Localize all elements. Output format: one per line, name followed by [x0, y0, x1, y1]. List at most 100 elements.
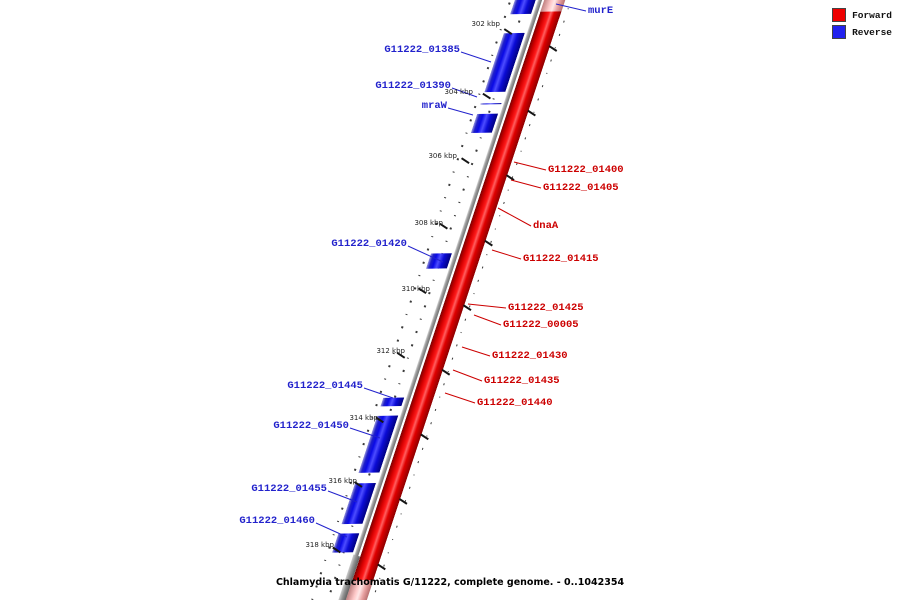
gene-label-G11222_01455[interactable]: G11222_01455	[251, 483, 327, 495]
gene-label-G11222_01445[interactable]: G11222_01445	[287, 380, 363, 392]
gene-label-G11222_00005[interactable]: G11222_00005	[503, 319, 579, 331]
minor-tick-right	[528, 124, 531, 127]
gene-label-G11222_01405[interactable]: G11222_01405	[543, 182, 619, 194]
minor-tick-right	[515, 163, 518, 166]
gene-label-G11222_01460[interactable]: G11222_01460	[239, 515, 315, 527]
minor-tick-inner-left	[518, 20, 521, 23]
gene-block-G11222_01390[interactable]	[480, 97, 502, 111]
gene-label-mraW[interactable]: mraW	[421, 100, 447, 112]
gene-label-G11222_01440[interactable]: G11222_01440	[477, 397, 553, 409]
minor-tick-right	[438, 396, 441, 399]
minor-tick-outer-left	[401, 326, 404, 329]
minor-tick-right	[417, 460, 420, 463]
minor-tick-outer-left	[366, 429, 369, 432]
minor-tick-outer-left	[473, 106, 476, 109]
minor-tick-right	[455, 344, 458, 347]
minor-tick-outer-left	[431, 235, 434, 238]
minor-tick-inner-left	[411, 343, 414, 346]
leader-line-G11222_01415	[491, 249, 522, 260]
scale-label-318-kbp: 318 kbp	[305, 541, 334, 549]
minor-tick-inner-left	[368, 473, 371, 476]
minor-tick-inner-left	[458, 201, 461, 204]
leader-line-G11222_00005	[473, 314, 502, 326]
minor-tick-outer-left	[508, 2, 511, 5]
minor-tick-right	[387, 551, 390, 554]
scale-label-314-kbp: 314 kbp	[349, 414, 378, 422]
forward-strand-label: Forward	[852, 9, 892, 21]
minor-tick-outer-left	[469, 119, 472, 122]
minor-tick-inner-left	[393, 395, 396, 398]
minor-tick-right	[537, 98, 540, 101]
gene-label-G11222_01425[interactable]: G11222_01425	[508, 302, 584, 314]
minor-tick-right	[399, 512, 402, 515]
gene-label-dnaA[interactable]: dnaA	[533, 220, 559, 232]
minor-tick-outer-left	[456, 157, 459, 160]
minor-tick-right	[498, 214, 501, 217]
gene-block-G11222_01445[interactable]	[380, 391, 404, 412]
minor-tick-right	[442, 383, 445, 386]
minor-tick-outer-left	[465, 132, 468, 135]
minor-tick-outer-left	[418, 274, 421, 277]
minor-tick-right	[421, 447, 424, 450]
minor-tick-right	[408, 486, 411, 489]
minor-tick-outer-left	[379, 391, 382, 394]
reverse-strand-swatch	[832, 25, 847, 39]
minor-tick-outer-left	[353, 468, 356, 471]
minor-tick-outer-left	[396, 339, 399, 342]
scale-label-306-kbp: 306 kbp	[428, 152, 457, 160]
minor-tick-inner-left	[406, 356, 409, 359]
gene-label-G11222_01450[interactable]: G11222_01450	[273, 420, 349, 432]
minor-tick-right	[494, 227, 497, 230]
leader-line-G11222_01445	[363, 387, 394, 399]
major-tick-left	[481, 92, 491, 100]
minor-tick-outer-left	[486, 67, 489, 70]
minor-tick-outer-left	[443, 196, 446, 199]
gene-label-G11222_01435[interactable]: G11222_01435	[484, 375, 560, 387]
minor-tick-right	[524, 137, 527, 140]
reverse-strand-label: Reverse	[852, 26, 892, 38]
forward-strand-swatch	[832, 8, 847, 22]
strand-legend: Forward Reverse	[832, 8, 892, 42]
minor-tick-outer-left	[383, 378, 386, 381]
minor-tick-outer-left	[461, 144, 464, 148]
minor-tick-right	[412, 473, 415, 476]
leader-line-G11222_01385	[460, 51, 492, 63]
leader-line-G11222_01435	[452, 369, 483, 382]
gene-label-G11222_01390[interactable]: G11222_01390	[375, 80, 451, 92]
minor-tick-inner-left	[398, 382, 401, 385]
minor-tick-outer-left	[422, 261, 425, 264]
minor-tick-inner-left	[338, 564, 341, 567]
minor-tick-inner-left	[470, 162, 473, 165]
minor-tick-inner-left	[389, 408, 392, 411]
scale-label-302-kbp: 302 kbp	[471, 20, 500, 28]
gene-label-G11222_01415[interactable]: G11222_01415	[523, 253, 599, 265]
minor-tick-outer-left	[319, 572, 322, 575]
minor-tick-outer-left	[323, 559, 326, 562]
scale-label-312-kbp: 312 kbp	[376, 347, 405, 355]
minor-tick-right	[481, 266, 484, 269]
minor-tick-right	[485, 253, 488, 256]
scale-label-316-kbp: 316 kbp	[328, 477, 357, 485]
minor-tick-right	[464, 318, 467, 321]
minor-tick-right	[541, 85, 544, 88]
gene-label-G11222_01420[interactable]: G11222_01420	[331, 238, 407, 250]
leader-line-G11222_01440	[444, 392, 476, 404]
scale-label-310-kbp: 310 kbp	[401, 285, 430, 293]
gene-label-G11222_01400[interactable]: G11222_01400	[548, 164, 624, 176]
minor-tick-outer-left	[409, 300, 412, 303]
gene-label-G11222_01385[interactable]: G11222_01385	[384, 44, 460, 56]
minor-tick-right	[459, 331, 462, 334]
gene-label-murE[interactable]: murE	[588, 5, 614, 17]
leader-line-G11222_01425	[467, 303, 507, 309]
minor-tick-outer-left	[439, 209, 442, 212]
leader-line-dnaA	[497, 207, 532, 227]
minor-tick-inner-left	[419, 318, 422, 321]
gene-label-G11222_01430[interactable]: G11222_01430	[492, 350, 568, 362]
minor-tick-outer-left	[375, 403, 378, 407]
minor-tick-right	[502, 201, 505, 204]
minor-tick-outer-left	[448, 183, 451, 186]
minor-tick-right	[374, 590, 377, 593]
scale-label-308-kbp: 308 kbp	[414, 219, 443, 227]
